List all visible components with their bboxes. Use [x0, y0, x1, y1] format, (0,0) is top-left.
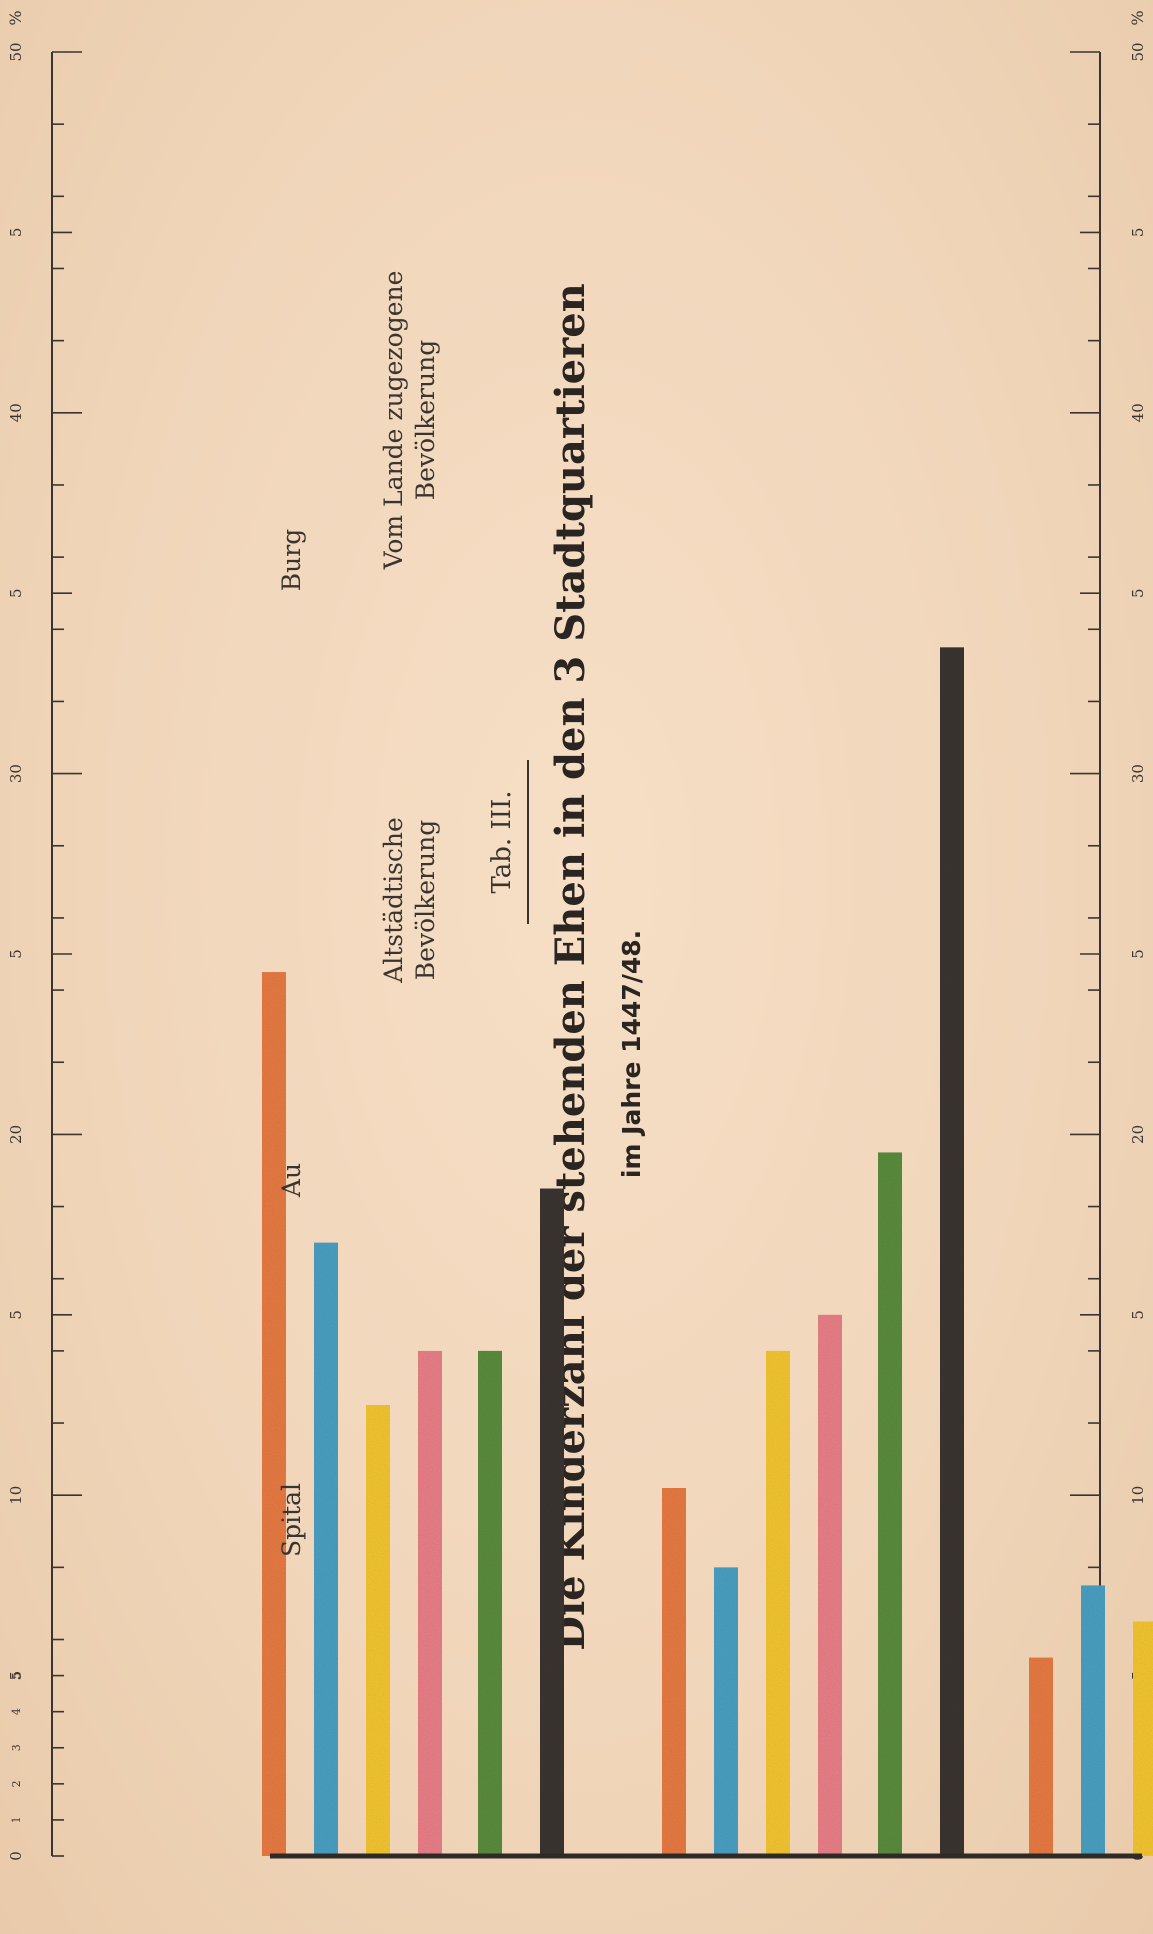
scale-bottom-small-tick-label: 1 — [10, 1816, 23, 1823]
scale-bottom-small-tick-label: 2 — [10, 1780, 23, 1787]
bar — [818, 1314, 842, 1856]
group-label: Spital — [277, 1483, 306, 1557]
bar — [540, 1188, 564, 1856]
scale-top-mid-tick-label: 5 — [1129, 228, 1147, 238]
bar — [766, 1350, 790, 1856]
scale-top-tick-label: 30 — [1129, 764, 1147, 783]
bar — [314, 1242, 338, 1856]
scale-bottom-mid-tick-label: 5 — [7, 228, 25, 238]
chart-subtitle: im Jahre 1447/48. — [617, 930, 646, 1178]
scale-top-mid-tick-label: 5 — [1129, 588, 1147, 598]
scale-bottom-mid-tick-label: 5 — [7, 1310, 25, 1320]
scale-top-tick-label: 10 — [1129, 1486, 1147, 1505]
group-label: Bevölkerung — [411, 340, 440, 500]
bar-series — [262, 647, 1153, 1856]
bar — [366, 1405, 390, 1856]
group-label: Vom Lande zugezogene — [379, 271, 408, 571]
bar — [1081, 1585, 1105, 1856]
scale-bottom-small-tick-label: 3 — [10, 1744, 23, 1751]
scale-bottom-tick-label: 0 — [7, 1851, 25, 1861]
scale-bottom-small-tick-label: 5 — [10, 1672, 23, 1679]
scale-bottom-unit-label: % — [6, 10, 25, 25]
scale-bottom-small-tick-label: 4 — [10, 1708, 23, 1715]
group-label: Burg — [277, 529, 306, 591]
bar — [418, 1350, 442, 1856]
bar — [478, 1350, 502, 1856]
bar — [662, 1487, 686, 1856]
bar — [1133, 1621, 1153, 1856]
scale-bottom-tick-label: 30 — [7, 764, 25, 783]
scale-bottom-tick-label: 10 — [7, 1486, 25, 1505]
bar — [714, 1567, 738, 1856]
bar — [262, 972, 286, 1856]
group-label: Bevölkerung — [411, 820, 440, 980]
scale-bottom-tick-label: 40 — [7, 403, 25, 422]
scale-bottom-tick-label: 20 — [7, 1125, 25, 1144]
bar — [1029, 1657, 1053, 1856]
scale-top-tick-label: 20 — [1129, 1125, 1147, 1144]
scale-top-unit-label: % — [1128, 10, 1147, 25]
scale-bottom-tick-label: 50 — [7, 42, 25, 61]
group-label: Au — [277, 1163, 306, 1198]
scale-top-tick-label: 40 — [1129, 403, 1147, 422]
bar — [940, 647, 964, 1856]
scale-top-tick-label: 50 — [1129, 42, 1147, 61]
bar — [878, 1152, 902, 1856]
scale-bottom-mid-tick-label: 5 — [7, 588, 25, 598]
table-label: Tab. III. — [487, 790, 517, 893]
scale-bottom-mid-tick-label: 5 — [7, 1671, 25, 1681]
scale-bottom-mid-tick-label: 5 — [7, 949, 25, 959]
scale-top-mid-tick-label: 5 — [1129, 1310, 1147, 1320]
scale-top-mid-tick-label: 5 — [1129, 949, 1147, 959]
group-label: Altstädtische — [379, 817, 408, 984]
